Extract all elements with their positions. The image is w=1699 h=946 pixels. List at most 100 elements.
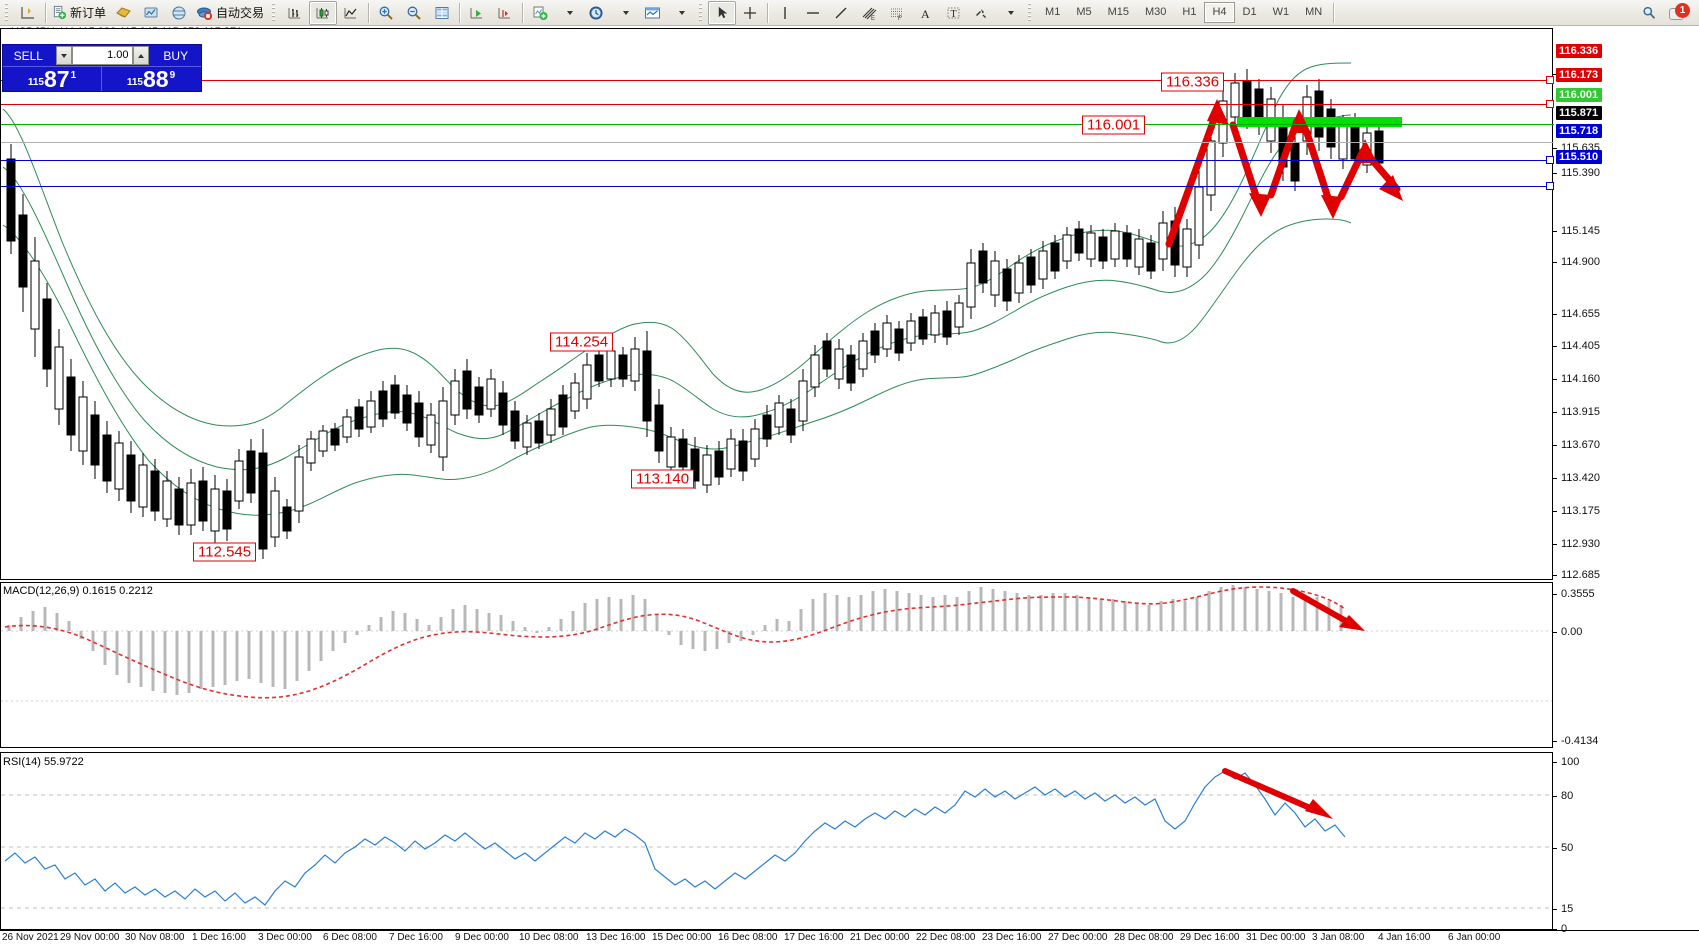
price-line-115-718[interactable] bbox=[1, 160, 1554, 161]
price-label-115-718[interactable]: 115.718 bbox=[1556, 124, 1603, 138]
bid-price-pips: 87 bbox=[43, 66, 70, 92]
toolbar-grip-4[interactable] bbox=[1026, 2, 1035, 23]
time-axis[interactable]: 26 Nov 2021 29 Nov 00:00 30 Nov 08:00 1 … bbox=[0, 930, 1699, 946]
line-chart-icon[interactable] bbox=[337, 1, 365, 25]
price-line-handle-115-718[interactable] bbox=[1546, 156, 1554, 164]
templates-dropdown[interactable] bbox=[666, 1, 694, 25]
price-label-116-173[interactable]: 116.173 bbox=[1556, 68, 1603, 82]
volume-stepper[interactable]: 1.00 bbox=[55, 46, 149, 65]
zoom-out-icon[interactable] bbox=[400, 1, 428, 25]
timeframe-w1[interactable]: W1 bbox=[1272, 6, 1290, 18]
rsi-axis[interactable]: 100 80 50 15 0 bbox=[1553, 752, 1699, 935]
timeframe-h1[interactable]: H1 bbox=[1182, 6, 1197, 18]
price-label-115-510[interactable]: 115.510 bbox=[1556, 150, 1603, 164]
price-axis[interactable]: 116.130 115.635 115.390 115.145 114.900 … bbox=[1553, 28, 1699, 581]
macd-axis[interactable]: 0.3555 0.00 -0.4134 bbox=[1553, 582, 1699, 748]
arrows-dropdown[interactable] bbox=[995, 1, 1023, 25]
macd-chart-svg bbox=[1, 585, 1552, 702]
price-line-116-336[interactable] bbox=[1, 80, 1554, 81]
price-label-116-001[interactable]: 116.001 bbox=[1556, 88, 1603, 102]
ask-price[interactable]: 115 88 9 bbox=[101, 67, 200, 91]
candle bbox=[882, 315, 892, 357]
candle bbox=[786, 399, 796, 443]
sell-button[interactable]: SELL bbox=[13, 48, 43, 63]
new-chart-icon[interactable] bbox=[526, 1, 554, 25]
period-dropdown[interactable] bbox=[610, 1, 638, 25]
time-tick: 29 Dec 16:00 bbox=[1180, 932, 1240, 943]
chart-shift-toggle-icon[interactable] bbox=[491, 1, 519, 25]
text-label-tool-icon[interactable]: T bbox=[939, 1, 967, 25]
data-window-icon[interactable] bbox=[428, 1, 456, 25]
volume-decrease-button[interactable] bbox=[55, 46, 72, 65]
buy-button[interactable]: BUY bbox=[163, 48, 189, 63]
new-chart-dropdown[interactable] bbox=[554, 1, 582, 25]
candle bbox=[594, 345, 604, 387]
rsi-panel[interactable]: RSI(14) 55.9722 bbox=[0, 752, 1553, 930]
vertical-line-tool-icon[interactable] bbox=[771, 1, 799, 25]
candle bbox=[1098, 229, 1108, 269]
candle bbox=[738, 429, 748, 481]
fibonacci-tool-icon[interactable]: F bbox=[883, 1, 911, 25]
equidistant-channel-tool-icon[interactable]: E bbox=[855, 1, 883, 25]
main-chart-panel[interactable]: 116.336 116.001 114.254 113.140 112.545 bbox=[0, 28, 1554, 580]
time-tick: 29 Nov 00:00 bbox=[60, 932, 120, 943]
search-icon[interactable] bbox=[1635, 1, 1663, 25]
price-line-handle-116-336[interactable] bbox=[1546, 76, 1554, 84]
candle bbox=[1146, 235, 1156, 279]
candle bbox=[1002, 259, 1012, 311]
volume-input[interactable]: 1.00 bbox=[71, 46, 133, 65]
price-label-116-336[interactable]: 116.336 bbox=[1556, 44, 1603, 58]
symbols-icon[interactable] bbox=[109, 1, 137, 25]
terminal-icon[interactable] bbox=[137, 1, 165, 25]
candle bbox=[1326, 99, 1336, 159]
macd-panel[interactable]: MACD(12,26,9) 0.1615 0.2212 bbox=[0, 582, 1553, 748]
price-line-handle-115-510[interactable] bbox=[1546, 182, 1554, 190]
price-line-handle-116-173[interactable] bbox=[1546, 100, 1554, 108]
timeframe-m15[interactable]: M15 bbox=[1107, 6, 1129, 18]
new-order-button[interactable]: 新订单 bbox=[49, 1, 109, 25]
macd-histogram bbox=[7, 585, 1343, 695]
one-click-trading-panel[interactable]: SELL 1.00 BUY 115 87 1 115 88 9 bbox=[2, 44, 202, 92]
candle bbox=[306, 431, 316, 471]
timeframe-mn[interactable]: MN bbox=[1305, 6, 1323, 18]
price-line-115-510[interactable] bbox=[1, 186, 1554, 187]
toolbar-grip[interactable] bbox=[3, 2, 11, 23]
bar-chart-icon[interactable] bbox=[281, 1, 309, 25]
price-line-116-173[interactable] bbox=[1, 104, 1554, 105]
annotation-113-140[interactable]: 113.140 bbox=[631, 469, 695, 489]
candle bbox=[282, 499, 292, 539]
templates-icon[interactable] bbox=[638, 1, 666, 25]
horizontal-line-tool-icon[interactable] bbox=[799, 1, 827, 25]
period-icon[interactable] bbox=[582, 1, 610, 25]
chart-shift-icon[interactable] bbox=[14, 1, 42, 25]
candle bbox=[270, 477, 280, 547]
trendline-tool-icon[interactable] bbox=[827, 1, 855, 25]
text-tool-icon[interactable]: A bbox=[911, 1, 939, 25]
timeframe-m1[interactable]: M1 bbox=[1045, 6, 1061, 18]
timeframe-m30[interactable]: M30 bbox=[1145, 6, 1167, 18]
cursor-tool-icon[interactable] bbox=[708, 0, 737, 25]
arrows-tool-icon[interactable] bbox=[967, 1, 995, 25]
toolbar-grip-3[interactable] bbox=[697, 2, 706, 23]
auto-scroll-icon[interactable] bbox=[463, 1, 491, 25]
market-watch-icon[interactable] bbox=[165, 1, 193, 25]
crosshair-tool-icon[interactable] bbox=[736, 1, 764, 25]
candle bbox=[210, 475, 220, 543]
support-zone-highlight bbox=[1237, 117, 1402, 127]
bid-price[interactable]: 115 87 1 bbox=[3, 67, 101, 91]
volume-increase-button[interactable] bbox=[132, 46, 149, 65]
candle bbox=[450, 369, 460, 425]
notifications-icon[interactable]: 1 bbox=[1669, 2, 1690, 22]
price-tick: 112.685 bbox=[1553, 569, 1600, 581]
toolbar-grip-2[interactable] bbox=[270, 2, 279, 23]
annotation-112-545[interactable]: 112.545 bbox=[193, 542, 257, 562]
annotation-114-254[interactable]: 114.254 bbox=[550, 332, 614, 352]
autotrading-button[interactable]: 自动交易 bbox=[193, 1, 267, 25]
timeframe-d1[interactable]: D1 bbox=[1242, 6, 1257, 18]
annotation-116-336[interactable]: 116.336 bbox=[1161, 72, 1225, 92]
zoom-in-icon[interactable] bbox=[372, 1, 400, 25]
timeframe-h4[interactable]: H4 bbox=[1204, 2, 1235, 23]
candlestick-chart-icon[interactable] bbox=[309, 0, 338, 25]
timeframe-m5[interactable]: M5 bbox=[1076, 6, 1092, 18]
annotation-116-001[interactable]: 116.001 bbox=[1082, 115, 1146, 135]
